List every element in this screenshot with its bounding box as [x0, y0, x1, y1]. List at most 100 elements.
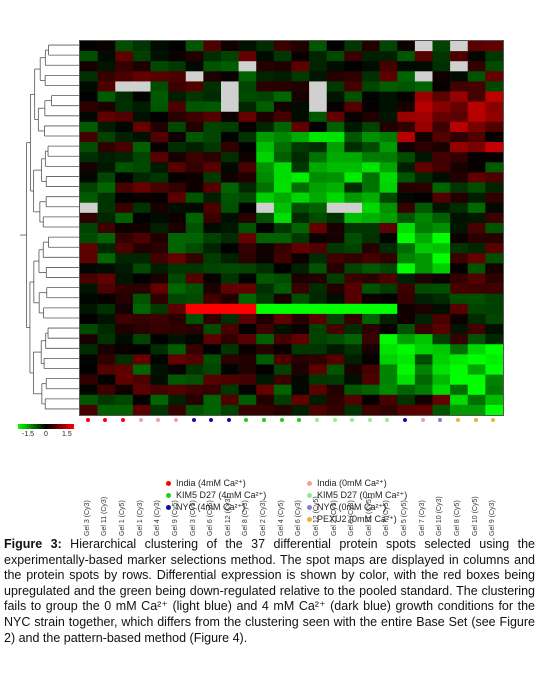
- heatmap-cell: [203, 233, 222, 244]
- heatmap-cell: [344, 344, 363, 355]
- heatmap-cell: [80, 101, 98, 113]
- heatmap-cell: [362, 233, 380, 244]
- heatmap-cell: [309, 152, 328, 163]
- heatmap-cell: [115, 71, 134, 82]
- heatmap-cell: [432, 111, 451, 123]
- heatmap-cell: [132, 121, 151, 133]
- heatmap-cell: [168, 51, 187, 62]
- heatmap-cell: [132, 384, 151, 396]
- heatmap-cell: [379, 233, 398, 244]
- heatmap-cell: [115, 81, 134, 92]
- heatmap-cell: [185, 131, 204, 143]
- heatmap-cell: [450, 394, 469, 406]
- heatmap-cell: [397, 101, 416, 113]
- heatmap-cell: [467, 334, 486, 345]
- heatmap-cell: [150, 334, 169, 345]
- heatmap-cell: [132, 394, 151, 406]
- heatmap-cell: [379, 273, 398, 284]
- figure-caption: Figure 3: Hierarchical clustering of the…: [4, 537, 535, 646]
- heatmap-cell: [467, 324, 486, 335]
- heatmap-cell: [397, 91, 416, 102]
- heatmap-cell: [80, 243, 98, 254]
- heatmap-cell: [362, 384, 380, 396]
- heatmap-cell: [238, 344, 257, 355]
- heatmap-cell: [273, 111, 292, 123]
- heatmap-cell: [291, 222, 310, 234]
- heatmap-cell: [344, 51, 363, 62]
- heatmap-cell: [432, 243, 451, 254]
- heatmap-cell: [432, 384, 451, 396]
- heatmap-cell: [80, 212, 98, 224]
- heatmap-cell: [256, 324, 275, 335]
- heatmap-cell: [238, 404, 257, 415]
- heatmap-cell: [309, 192, 328, 204]
- heatmap-cell: [309, 354, 328, 365]
- heatmap-cell: [256, 384, 275, 396]
- heatmap-cell: [238, 324, 257, 335]
- heatmap-cell: [450, 192, 469, 204]
- heatmap-cell: [467, 253, 486, 264]
- heatmap-cell: [115, 374, 134, 385]
- heatmap-cell: [362, 71, 380, 82]
- heatmap-cell: [326, 152, 345, 163]
- heatmap-cell: [80, 121, 98, 133]
- heatmap-cell: [379, 182, 398, 193]
- heatmap-cell: [80, 374, 98, 385]
- heatmap-cell: [467, 293, 486, 305]
- heatmap-cell: [309, 253, 328, 264]
- heatmap-cell: [291, 354, 310, 365]
- heatmap-cell: [150, 101, 169, 113]
- heatmap-cell: [273, 81, 292, 92]
- heatmap-cell: [379, 172, 398, 183]
- heatmap-cell: [273, 222, 292, 234]
- caption-text: Hierarchical clustering of the 37 differ…: [4, 537, 535, 645]
- heatmap-cell: [450, 81, 469, 92]
- heatmap-cell: [291, 172, 310, 183]
- heatmap-cell: [97, 273, 116, 284]
- heatmap-cell: [291, 111, 310, 123]
- heatmap-cell: [256, 111, 275, 123]
- heatmap-cell: [432, 222, 451, 234]
- heatmap-cell: [168, 283, 187, 294]
- heatmap-cell: [379, 364, 398, 375]
- heatmap-cell: [379, 263, 398, 274]
- heatmap-cell: [467, 384, 486, 396]
- heatmap-cell: [379, 354, 398, 365]
- heatmap-cell: [397, 293, 416, 305]
- heatmap-cell: [450, 313, 469, 325]
- column-group-dot: [367, 418, 372, 422]
- heatmap-cell: [326, 142, 345, 153]
- heatmap-cell: [80, 233, 98, 244]
- heatmap-cell: [150, 354, 169, 365]
- heatmap-cell: [450, 182, 469, 193]
- heatmap-cell: [115, 152, 134, 163]
- heatmap-cell: [80, 394, 98, 406]
- heatmap-cell: [485, 41, 503, 52]
- column-group-dot: [420, 418, 425, 422]
- heatmap-cell: [414, 71, 433, 82]
- legend-label: KIM5 D27 (0mM Ca²⁺): [317, 490, 408, 500]
- column-group-dot: [121, 418, 126, 422]
- heatmap-cell: [203, 212, 222, 224]
- heatmap-cell: [326, 354, 345, 365]
- heatmap-cell: [379, 253, 398, 264]
- heatmap-cell: [344, 162, 363, 173]
- heatmap-cell: [150, 182, 169, 193]
- heatmap-cell: [485, 334, 503, 345]
- heatmap-cell: [450, 263, 469, 274]
- heatmap-cell: [414, 374, 433, 385]
- column-label: Gel 9 (Cy3): [489, 500, 497, 536]
- heatmap-cell: [414, 283, 433, 294]
- heatmap-cell: [238, 212, 257, 224]
- heatmap-cell: [238, 121, 257, 133]
- heatmap-cell: [132, 283, 151, 294]
- heatmap-cell: [273, 101, 292, 113]
- heatmap-cell: [221, 273, 239, 284]
- heatmap-cell: [397, 273, 416, 284]
- heatmap-cell: [414, 91, 433, 102]
- heatmap-cell: [397, 263, 416, 274]
- heatmap-cell: [309, 374, 328, 385]
- heatmap-cell: [115, 394, 134, 406]
- heatmap-cell: [168, 142, 187, 153]
- heatmap-cell: [115, 101, 134, 113]
